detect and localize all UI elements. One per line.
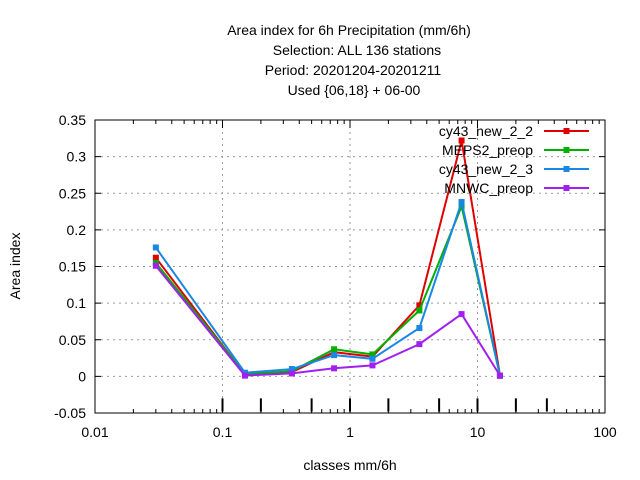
legend-item: MNWC_preop: [444, 180, 589, 196]
data-point: [288, 366, 295, 373]
legend-label: cy43_new_2_2: [439, 123, 533, 139]
legend-swatch-marker: [563, 166, 570, 172]
data-point: [458, 311, 465, 318]
series-group: [152, 137, 503, 379]
x-tick-label: 0.01: [81, 424, 108, 440]
series-line: [155, 265, 501, 377]
legend-item: MEPS2_preop: [442, 142, 589, 158]
x-axis: 0.01 0.1 1 10 100: [81, 120, 617, 440]
y-tick-label: 0.1: [67, 295, 87, 311]
legend: cy43_new_2_2 MEPS2_preop cy43_new_2_3 MNWC_…: [439, 123, 589, 196]
y-tick-label: -0.05: [54, 405, 86, 421]
title-line-2: Selection: ALL 136 stations: [273, 42, 441, 58]
legend-item: cy43_new_2_3: [439, 161, 589, 177]
data-point: [416, 325, 423, 332]
title-line-1: Area index for 6h Precipitation (mm/6h): [227, 22, 471, 38]
y-tick-label: 0.2: [67, 222, 87, 238]
y-tick-label: 0.3: [67, 149, 87, 165]
series-line: [154, 198, 501, 376]
title-line-4: Used {06,18} + 06-00: [288, 82, 421, 98]
series-MNWC_preop: [152, 262, 503, 379]
y-tick-label: 0.05: [59, 332, 86, 348]
data-point: [331, 365, 338, 372]
data-point: [416, 307, 423, 314]
legend-label: MEPS2_preop: [442, 142, 533, 158]
legend-swatch-marker: [563, 147, 570, 153]
data-point: [496, 372, 503, 379]
x-tick-label: 10: [470, 424, 486, 440]
y-axis: -0.05 0 0.05 0.1 0.15 0.2 0.25 0.3 0.35: [54, 112, 605, 421]
legend-swatch-marker: [563, 128, 570, 134]
chart-title: Area index for 6h Precipitation (mm/6h) …: [227, 22, 471, 98]
legend-swatch-marker: [563, 185, 570, 191]
data-point: [416, 341, 423, 348]
title-line-3: Period: 20201204-20201211: [265, 62, 442, 78]
legend-label: MNWC_preop: [444, 180, 533, 196]
x-axis-label: classes mm/6h: [303, 457, 396, 473]
data-point: [152, 254, 159, 261]
y-tick-label: 0.25: [59, 185, 86, 201]
data-point: [369, 351, 376, 358]
data-point: [331, 346, 338, 353]
x-tick-label: 0.1: [213, 424, 233, 440]
series-line: [155, 203, 501, 376]
legend-label: cy43_new_2_3: [439, 161, 533, 177]
legend-item: cy43_new_2_2: [439, 123, 589, 139]
y-tick-label: 0: [78, 368, 86, 384]
y-tick-label: 0.15: [59, 259, 86, 275]
data-point: [458, 137, 465, 144]
data-point: [369, 362, 376, 369]
class-markers: [221, 398, 548, 412]
data-point: [241, 372, 248, 379]
data-point: [416, 302, 423, 309]
data-point: [369, 355, 376, 362]
data-point: [152, 262, 159, 269]
data-point: [288, 370, 295, 377]
x-tick-label: 100: [593, 424, 617, 440]
data-point: [152, 244, 159, 251]
data-point: [458, 199, 465, 206]
y-tick-label: 0.35: [59, 112, 86, 128]
data-point: [331, 352, 338, 359]
y-axis-label: Area index: [7, 233, 23, 300]
grid: [95, 120, 605, 413]
x-tick-label: 1: [346, 424, 354, 440]
